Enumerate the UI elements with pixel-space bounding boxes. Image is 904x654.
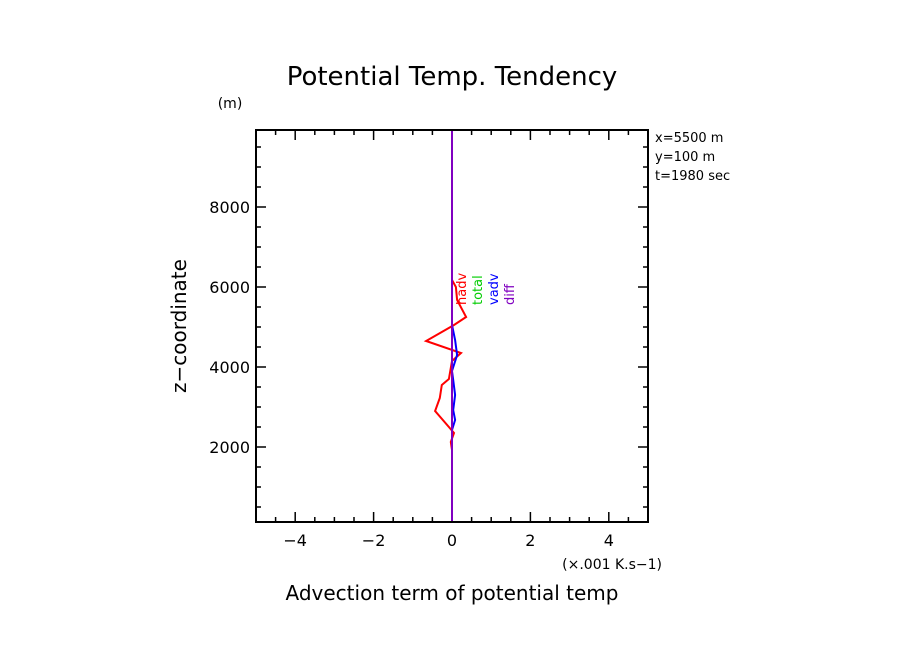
series-blue — [450, 311, 459, 439]
y-tick-label: 8000 — [209, 198, 250, 217]
info-x: x=5500 m — [655, 131, 723, 146]
y-tick-label: 4000 — [209, 358, 250, 377]
info-y: y=100 m — [655, 150, 715, 165]
curve-labels: hadv total vadv diff — [455, 273, 518, 305]
axis-ticks: −4 −2 0 2 4 2000 4000 6000 8000 — [209, 130, 649, 550]
y-axis-label: z−coordinate — [167, 259, 191, 393]
x-tick-label: 2 — [525, 531, 535, 550]
x-tick-label: −4 — [283, 531, 307, 550]
plot-frame — [255, 129, 649, 523]
chart-title: Potential Temp. Tendency — [287, 62, 618, 92]
info-text: x=5500 m y=100 m t=1980 sec — [655, 131, 730, 184]
x-tick-label: 0 — [447, 531, 457, 550]
x-tick-label: 4 — [604, 531, 614, 550]
curve-label-diff: diff — [503, 283, 518, 305]
plot-series — [423, 130, 468, 522]
info-t: t=1980 sec — [655, 169, 730, 184]
curve-label-hadv: hadv — [455, 273, 470, 305]
curve-label-total: total — [471, 275, 486, 305]
x-tick-label: −2 — [362, 531, 386, 550]
x-axis-unit: (×.001 K.s−1) — [562, 557, 662, 573]
y-tick-label: 6000 — [209, 278, 250, 297]
x-axis-label: Advection term of potential temp — [286, 581, 619, 605]
y-tick-label: 2000 — [209, 438, 250, 457]
curve-label-vadv: vadv — [487, 273, 502, 305]
y-axis-unit: (m) — [218, 96, 243, 112]
